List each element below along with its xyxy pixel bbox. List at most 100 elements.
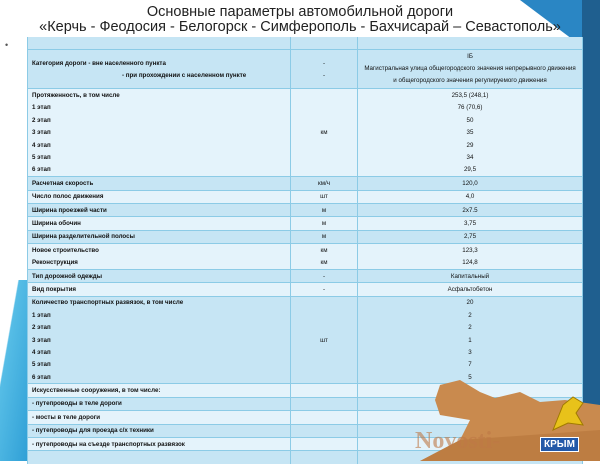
cell-value: 50: [357, 114, 583, 127]
table-row: 1 этап 76 (70,6): [27, 101, 583, 115]
cell-value: 29,5: [357, 163, 583, 177]
cell-unit: -: [290, 268, 358, 283]
cell-unit: -: [322, 71, 326, 79]
cell-unit: шт: [290, 189, 358, 204]
table-row: 3 этап 1: [27, 333, 583, 347]
cell-label: Протяженность, в том числе: [27, 88, 291, 102]
cell-unit: [290, 383, 358, 398]
cell-value: Капитальный: [357, 268, 583, 283]
table-row: 5 этап 7: [27, 358, 583, 371]
cell-label: 4 этап: [27, 346, 291, 359]
table-row: 4 этап 3: [27, 346, 583, 359]
cell-label: Категория дороги - вне населенного пункт…: [32, 59, 166, 67]
table-row: Расчетная скорость км/ч 120,0: [27, 176, 583, 191]
table-row: 1 этап 2: [27, 309, 583, 322]
cell-label: Новое строительство: [27, 243, 291, 257]
table-row: Ширина разделительной полосы м 2,75: [27, 229, 583, 244]
cell-unit: м: [290, 216, 358, 231]
cell-label: 2 этап: [27, 114, 291, 127]
cell-value: 1: [357, 333, 583, 347]
cell-label: - мосты в теле дороги: [27, 410, 291, 425]
cell-unit: [290, 450, 358, 464]
cell-label: Вид покрытия: [27, 282, 291, 297]
bullet: •: [5, 40, 9, 50]
table-row: 4 этап 29: [27, 138, 583, 152]
cell-unit: -: [290, 282, 358, 297]
decor-shape-left: [0, 280, 28, 461]
table-row: Новое строительство км 123,3: [27, 243, 583, 257]
cell-label: Расчетная скорость: [27, 176, 291, 191]
table-row: 2 этап 50: [27, 114, 583, 127]
cell-label: 5 этап: [27, 151, 291, 164]
table-row-category: Категория дороги - вне населенного пункт…: [27, 49, 583, 89]
table-row: Количество транспортных развязок, в том …: [27, 295, 583, 384]
cell-unit: [290, 396, 358, 411]
cell-label: - при прохождении с населенном пункте: [122, 71, 247, 79]
cell-value: Асфальтобетон: [357, 282, 583, 297]
cell-value: 34: [357, 151, 583, 164]
cell-label: Количество транспортных развязок, в том …: [27, 295, 291, 310]
cell-value: 3,75: [357, 216, 583, 231]
cell-unit: м: [290, 202, 358, 217]
cell-value: 29: [357, 138, 583, 152]
cell-label: 2 этап: [27, 321, 291, 334]
cell-label: 3 этап: [27, 333, 291, 347]
title-line2: «Керчь - Феодосия - Белогорск - Симфероп…: [39, 19, 561, 35]
cell-value: 3: [357, 346, 583, 359]
cell-unit: шт: [290, 295, 358, 384]
cell-unit: км: [290, 256, 358, 270]
cell-label: 3 этап: [27, 126, 291, 139]
table-row: Ширина проезжей части м 2х7.5: [27, 202, 583, 217]
cell-label: - путепроводы в теле дороги: [27, 396, 291, 411]
decor-strip: [582, 0, 600, 461]
cell-value: 120,0: [357, 176, 583, 191]
cell-unit: -: [322, 59, 326, 67]
cell-value: 4,0: [357, 189, 583, 204]
cell-label: Ширина обочин: [27, 216, 291, 231]
cell-label: 4 этап: [27, 138, 291, 152]
cell-label: Ширина разделительной полосы: [27, 229, 291, 244]
table-row: Протяженность, в том числе км 253,5 (248,1…: [27, 88, 583, 177]
cell-value: Магистральная улица общегородского значе…: [364, 65, 576, 85]
cell-unit: км: [290, 88, 358, 177]
cell-value: 2х7.5: [357, 202, 583, 217]
cell-label: - путепроводы на съезде транспортных раз…: [27, 436, 291, 451]
cell-value: 2: [357, 309, 583, 322]
cell-label: Ширина проезжей части: [27, 202, 291, 217]
cell-label: 1 этап: [27, 309, 291, 322]
cell-value: 123,3: [357, 243, 583, 257]
cell-label: - путепроводы для проезда с/х техники: [27, 423, 291, 438]
cell-value: 5: [357, 370, 583, 384]
cell-unit: м: [290, 229, 358, 244]
cell-label: Реконструкция: [27, 256, 291, 270]
table-row: Тип дорожной одежды - Капитальный: [27, 268, 583, 283]
table-row: Вид покрытия - Асфальтобетон: [27, 282, 583, 297]
cell-label: 6 этап: [27, 163, 291, 177]
table-row: 2 этап 2: [27, 321, 583, 334]
watermark: Novosti-: [415, 428, 501, 454]
cell-value: IБ: [467, 53, 473, 61]
cell-value: 7: [357, 358, 583, 371]
title-line1: Основные параметры автомобильной дороги: [146, 4, 454, 20]
cell-label: Тип дорожной одежды: [27, 268, 291, 283]
cell-value: 76 (70,6): [357, 101, 583, 115]
table-row: 5 этап 34: [27, 151, 583, 164]
cell-label: [27, 450, 291, 464]
cell-label: 5 этап: [27, 358, 291, 371]
cell-value: 2,75: [357, 229, 583, 244]
logo: КРЫМ: [540, 437, 579, 452]
cell-value: 20: [357, 295, 583, 310]
cell-label: 1 этап: [27, 101, 291, 115]
cell-unit: [290, 436, 358, 451]
parameters-table: Категория дороги - вне населенного пункт…: [27, 37, 583, 464]
cell-label: Число полос движения: [27, 189, 291, 204]
griffin-logo-icon: [552, 396, 584, 431]
cell-unit: км: [290, 243, 358, 257]
cell-label: Искусственные сооружения, в том числе:: [27, 383, 291, 398]
table-row: 6 этап 29,5: [27, 163, 583, 177]
table-row: 6 этап 5: [27, 370, 583, 384]
table-row: 3 этап 35: [27, 126, 583, 139]
table-row: Число полос движения шт 4,0: [27, 189, 583, 204]
cell-unit: [290, 410, 358, 425]
cell-unit: [290, 423, 358, 438]
